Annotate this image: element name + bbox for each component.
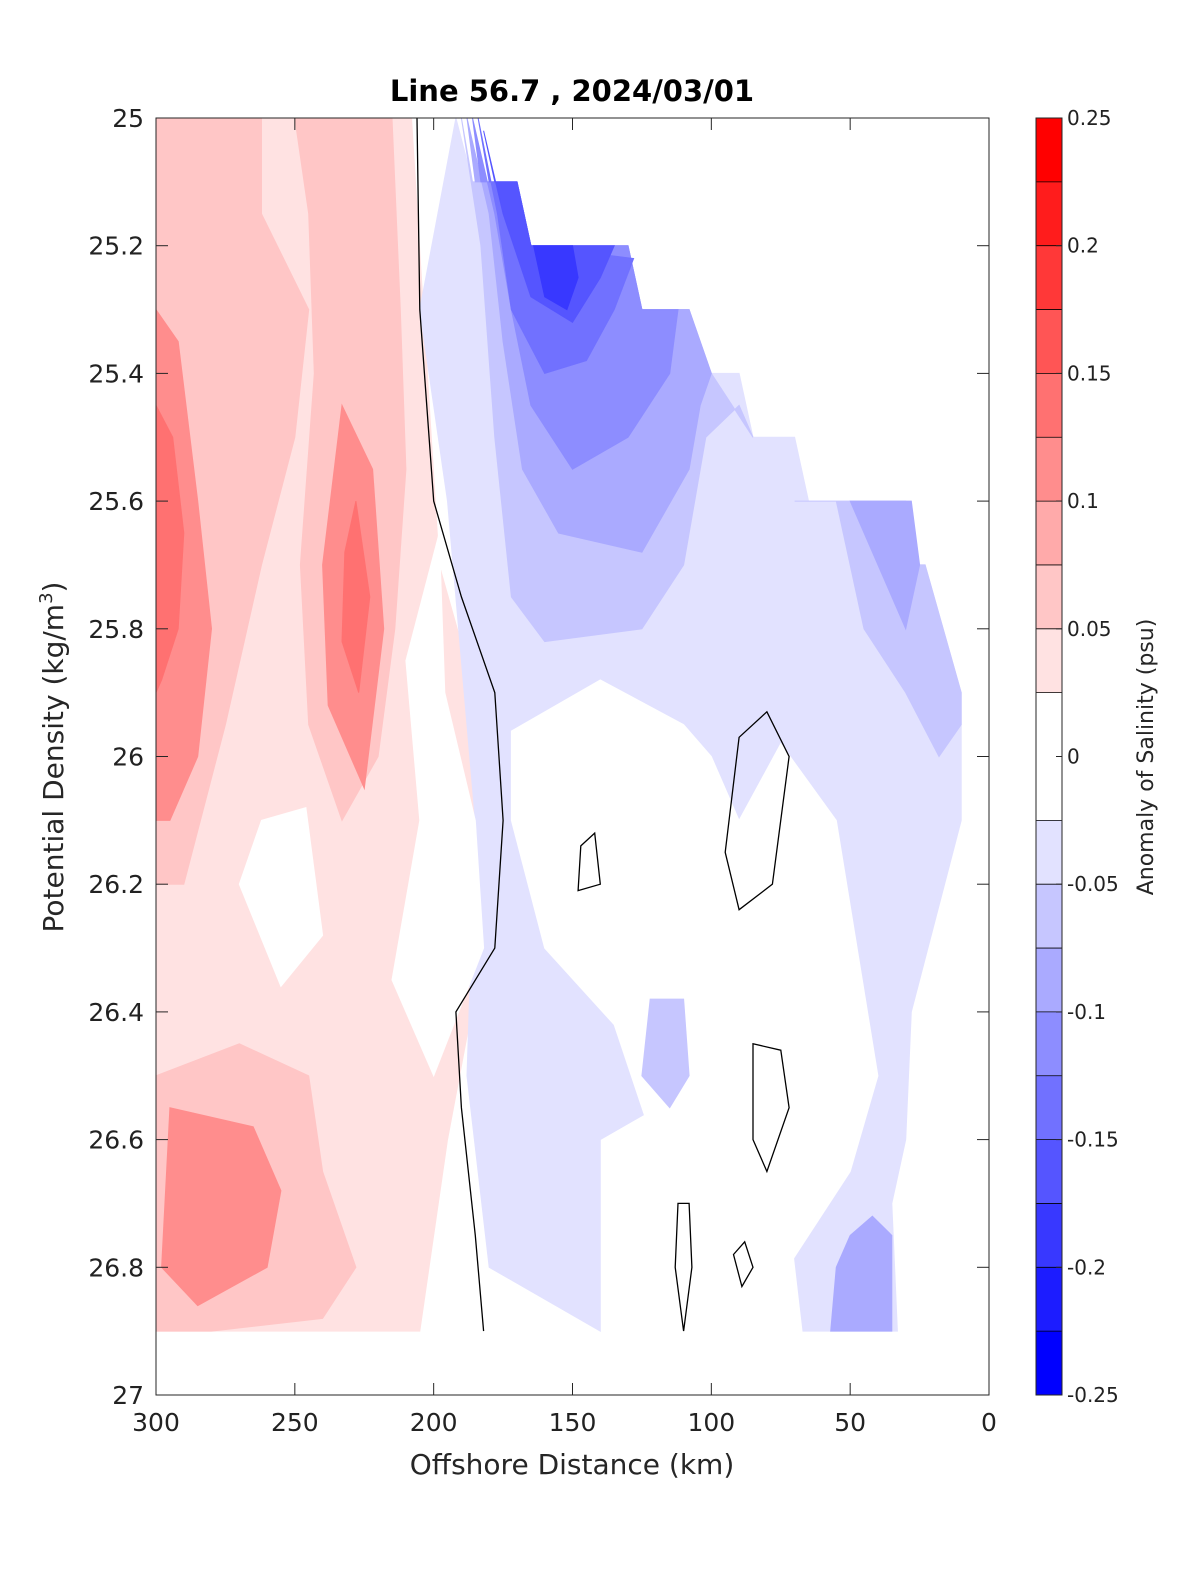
colorbar-tick-label: 0.25 bbox=[1067, 106, 1112, 130]
zero-contour-main bbox=[416, 118, 504, 1332]
zero-contour-loop-5 bbox=[732, 1240, 754, 1289]
colorbar-segment bbox=[1036, 628, 1062, 694]
x-tick-label: 150 bbox=[549, 1408, 597, 1437]
y-axis-label: Potential Density (kg/m3) bbox=[36, 582, 70, 933]
colorbar-tick-label: 0 bbox=[1067, 745, 1080, 769]
x-tick-label: 0 bbox=[981, 1408, 997, 1437]
colorbar-segment bbox=[1036, 564, 1062, 630]
colorbar-segment bbox=[1036, 309, 1062, 374]
colorbar-segment bbox=[1036, 1075, 1062, 1141]
zero-contour-loop-2 bbox=[724, 710, 790, 911]
y-tick-label: 26 bbox=[112, 743, 144, 772]
colorbar-tick-label: 0.1 bbox=[1067, 489, 1099, 513]
colorbar-segment bbox=[1036, 1203, 1062, 1268]
y-tick-label: 26.8 bbox=[88, 1253, 144, 1282]
y-axis-ticks: 25 25.2 25.4 25.6 25.8 26 26.2 26.4 26.6 26.8 27 bbox=[88, 104, 989, 1410]
colorbar-tick-label: 0.2 bbox=[1067, 234, 1099, 258]
y-tick-label: 26.2 bbox=[88, 870, 144, 899]
colorbar-segment bbox=[1036, 948, 1062, 1013]
region-negative-band-5 bbox=[483, 130, 615, 323]
colorbar-tick-label: -0.15 bbox=[1067, 1128, 1119, 1152]
y-tick-label: 27 bbox=[112, 1381, 144, 1410]
colorbar-tick-label: -0.2 bbox=[1067, 1255, 1106, 1279]
colorbar-segment bbox=[1036, 373, 1062, 438]
anomaly-regions bbox=[156, 118, 962, 1332]
y-axis-label-close: ) bbox=[37, 582, 70, 593]
zero-contours bbox=[416, 118, 790, 1332]
colorbar-tick-label: -0.05 bbox=[1067, 872, 1119, 896]
colorbar-segment bbox=[1036, 1139, 1062, 1204]
colorbar-segment bbox=[1036, 1267, 1062, 1332]
y-tick-label: 26.6 bbox=[88, 1126, 144, 1155]
region-positive-peak-west bbox=[156, 405, 185, 693]
x-tick-label: 100 bbox=[687, 1408, 735, 1437]
x-tick-label: 50 bbox=[834, 1408, 866, 1437]
colorbar-label: Anomaly of Salinity (psu) bbox=[1134, 619, 1159, 896]
colorbar-segment bbox=[1036, 118, 1062, 183]
colorbar-segment bbox=[1036, 1331, 1062, 1396]
region-negative-east-2 bbox=[849, 500, 921, 631]
zero-contour-loop-1 bbox=[577, 831, 602, 892]
colorbar-segment bbox=[1036, 884, 1062, 949]
x-tick-label: 300 bbox=[132, 1408, 180, 1437]
x-axis-ticks: 300 250 200 150 100 50 0 bbox=[132, 118, 997, 1437]
colorbar-tick-label: 0.05 bbox=[1067, 617, 1112, 641]
colorbar-segment bbox=[1036, 501, 1062, 566]
colorbar-tick-label: 0.15 bbox=[1067, 361, 1112, 385]
colorbar-tick-label: -0.25 bbox=[1067, 1383, 1119, 1407]
region-negative-mid-1 bbox=[641, 998, 690, 1109]
region-neutral-patch-west bbox=[238, 806, 324, 988]
colorbar: 0.25 0.2 0.15 0.1 0.05 0 -0.05 -0.1 -0.15 -0.2 -0.… bbox=[1035, 106, 1119, 1407]
x-tick-label: 250 bbox=[271, 1408, 319, 1437]
zero-contour-loop-3 bbox=[752, 1042, 790, 1174]
y-tick-label: 26.4 bbox=[88, 998, 144, 1027]
x-axis-label: Offshore Distance (km) bbox=[410, 1448, 735, 1481]
region-neutral-interior bbox=[510, 679, 879, 1301]
x-tick-label: 200 bbox=[410, 1408, 458, 1437]
y-tick-label: 25 bbox=[112, 104, 144, 133]
region-negative-deep-east bbox=[830, 1215, 893, 1332]
region-negative-band-6 bbox=[532, 245, 579, 311]
y-axis-label-main: Potential Density (kg/m bbox=[37, 604, 70, 933]
colorbar-segment bbox=[1036, 820, 1062, 885]
zero-contour-loop-4 bbox=[674, 1202, 693, 1332]
y-axis-label-superscript: 3 bbox=[36, 592, 57, 603]
y-tick-label: 25.4 bbox=[88, 359, 144, 388]
colorbar-segment bbox=[1036, 181, 1062, 247]
y-tick-label: 25.6 bbox=[88, 487, 144, 516]
region-neutral-left-band bbox=[391, 532, 485, 1078]
colorbar-tick-label: -0.1 bbox=[1067, 1000, 1106, 1024]
chart-title: Line 56.7 , 2024/03/01 bbox=[390, 74, 754, 108]
y-tick-label: 25.8 bbox=[88, 615, 144, 644]
colorbar-segment bbox=[1036, 1011, 1062, 1077]
colorbar-segment bbox=[1036, 245, 1062, 311]
colorbar-segment bbox=[1036, 437, 1062, 502]
region-positive-peak-mid bbox=[341, 500, 371, 693]
y-tick-label: 25.2 bbox=[88, 232, 144, 261]
